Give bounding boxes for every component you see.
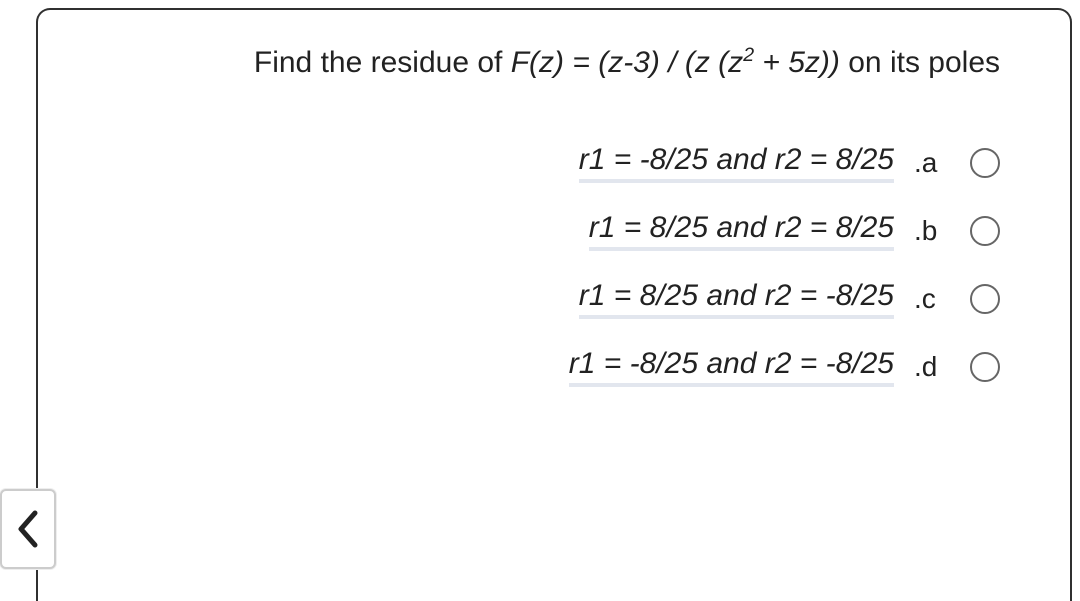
option-text-d: r1 = -8/25 and r2 = -8/25 [569, 347, 894, 387]
option-row: r1 = -8/25 and r2 = 8/25 .a [579, 143, 1000, 183]
back-button[interactable] [0, 489, 56, 569]
question-suffix: + 5z)) [754, 46, 840, 79]
option-row: r1 = 8/25 and r2 = -8/25 .c [579, 279, 1000, 319]
question-exp: 2 [743, 44, 754, 66]
options-list: r1 = -8/25 and r2 = 8/25 .a r1 = 8/25 an… [108, 143, 1000, 387]
option-row: r1 = 8/25 and r2 = 8/25 .b [589, 211, 1000, 251]
option-row: r1 = -8/25 and r2 = -8/25 .d [569, 347, 1000, 387]
option-text-b: r1 = 8/25 and r2 = 8/25 [589, 211, 894, 251]
option-letter-c: .c [914, 283, 950, 315]
option-letter-d: .d [914, 351, 950, 383]
radio-a[interactable] [970, 148, 1000, 178]
chevron-left-icon [15, 509, 41, 549]
option-letter-a: .a [914, 147, 950, 179]
option-text-c: r1 = 8/25 and r2 = -8/25 [579, 279, 894, 319]
question-card: Find the residue of F(z) = (z-3) / (z (z… [36, 8, 1072, 601]
question-tail: on its poles [840, 46, 1000, 79]
question-prefix: Find the residue of [254, 46, 511, 79]
radio-c[interactable] [970, 284, 1000, 314]
radio-d[interactable] [970, 352, 1000, 382]
option-text-a: r1 = -8/25 and r2 = 8/25 [579, 143, 894, 183]
option-letter-b: .b [914, 215, 950, 247]
question-func: F(z) = (z-3) / (z (z [511, 46, 743, 79]
question-text: Find the residue of F(z) = (z-3) / (z (z… [108, 40, 1000, 87]
radio-b[interactable] [970, 216, 1000, 246]
